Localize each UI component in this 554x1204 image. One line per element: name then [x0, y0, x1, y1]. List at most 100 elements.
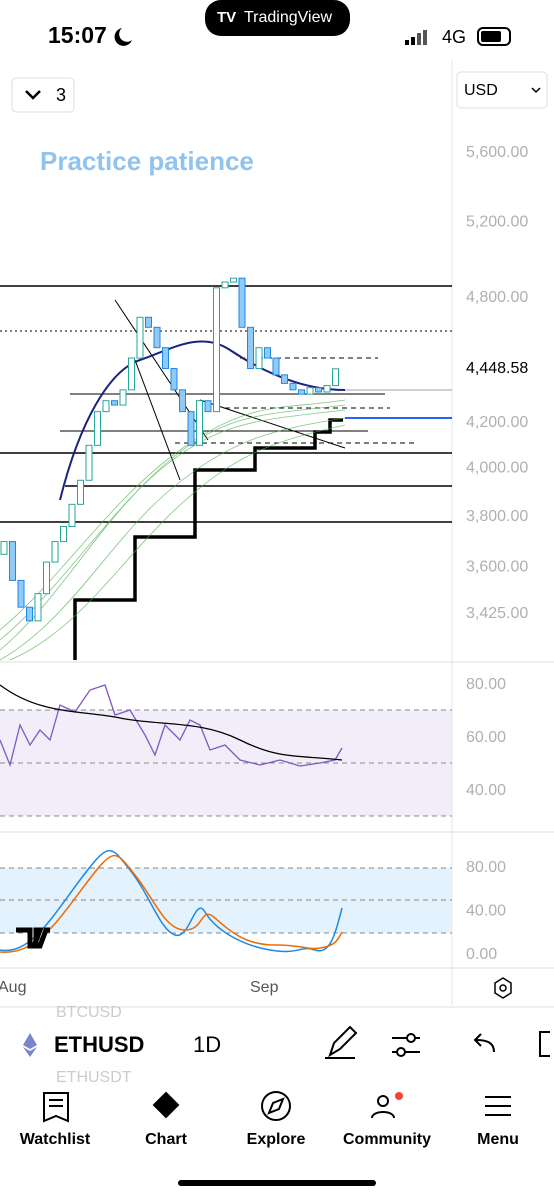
signal-icon	[405, 30, 427, 45]
candles	[0, 277, 339, 622]
price-tick-label: 4,000.00	[466, 460, 528, 477]
candle	[221, 281, 229, 289]
settings-icon-center	[499, 984, 507, 992]
stoch-tick-label: 80.00	[466, 859, 506, 876]
candle	[306, 387, 314, 395]
tab-label[interactable]: Chart	[145, 1131, 187, 1148]
stoch-d	[0, 854, 343, 953]
candle	[323, 385, 331, 393]
candle	[26, 606, 33, 622]
price-tick-label: 3,600.00	[466, 558, 528, 575]
candle	[153, 326, 161, 349]
indicators-icon[interactable]	[392, 1033, 420, 1057]
rsi-line	[0, 684, 343, 768]
rsi-tick-label: 80.00	[466, 676, 506, 693]
ribbon	[0, 399, 346, 661]
candle	[145, 316, 152, 328]
candle	[85, 444, 93, 481]
moon-icon	[114, 28, 132, 46]
tv-watermark	[16, 927, 50, 949]
candle	[255, 347, 263, 370]
tab-bar: Watchlist Chart Explore Community Menu	[20, 1131, 519, 1148]
ma-line	[59, 340, 346, 501]
candle	[196, 400, 203, 446]
app-name: TradingView	[244, 9, 332, 26]
annotation: Practice patience	[40, 146, 254, 176]
candle	[119, 389, 127, 406]
candle	[17, 579, 25, 608]
tab-label[interactable]: Community	[343, 1131, 431, 1148]
candle	[332, 368, 339, 387]
currency-button[interactable]	[456, 71, 548, 109]
network: 4G	[442, 27, 466, 47]
chevron	[25, 90, 41, 100]
layout-count: 3	[56, 85, 66, 105]
stoch-tick-label: 0.00	[466, 946, 497, 963]
price-tick-label: 3,800.00	[466, 508, 528, 525]
candle	[315, 387, 322, 393]
tab-label[interactable]: Menu	[477, 1131, 519, 1148]
candle	[51, 541, 59, 563]
currency: USD	[464, 82, 498, 99]
candle	[298, 389, 305, 395]
symbol-faded: ETHUSDT	[56, 1069, 132, 1086]
candle	[0, 541, 8, 555]
chevron	[531, 87, 541, 94]
price-tick-label: 5,600.00	[466, 144, 528, 161]
price-tick-label: 4,200.00	[466, 414, 528, 431]
tv-logo: TV	[217, 9, 236, 26]
tab-label[interactable]: Explore	[247, 1131, 306, 1148]
candle	[170, 368, 178, 391]
settings-icon[interactable]	[494, 977, 512, 999]
candle	[136, 316, 144, 359]
stoch-tick-label: 40.00	[466, 903, 506, 920]
time-label: Sep	[250, 979, 279, 996]
undo-icon[interactable]	[473, 1033, 495, 1053]
eth-icon	[23, 1033, 37, 1057]
candle	[34, 593, 42, 622]
candle	[272, 357, 280, 376]
candle	[128, 357, 135, 391]
candle	[281, 374, 288, 384]
rsi-tick-label: 40.00	[466, 782, 506, 799]
more-icon[interactable]	[539, 1031, 550, 1057]
candle	[77, 479, 84, 505]
rsi-levels	[0, 709, 452, 817]
candle	[289, 382, 297, 391]
candle	[230, 277, 237, 283]
candle	[60, 526, 67, 543]
candle	[9, 541, 16, 581]
layout-button[interactable]	[11, 77, 75, 113]
candle	[238, 277, 246, 328]
interval[interactable]: 1D	[193, 1032, 221, 1057]
battery-level	[481, 31, 501, 42]
price-tick-label: 4,800.00	[466, 289, 528, 306]
price-tick-label: 5,200.00	[466, 214, 528, 231]
candle	[43, 561, 50, 595]
tab-label[interactable]: Watchlist	[20, 1131, 91, 1148]
candle	[102, 400, 110, 413]
candle	[68, 503, 76, 528]
rsi-tick-label: 60.00	[466, 729, 506, 746]
last-price-bg	[460, 355, 554, 381]
tab-icons	[43, 1091, 511, 1123]
draw-icon[interactable]	[325, 1025, 358, 1059]
rsi-ma	[0, 684, 343, 761]
clock: 15:07	[48, 22, 107, 48]
symbol[interactable]: ETHUSD	[54, 1032, 144, 1057]
home-indicator	[178, 1180, 376, 1186]
candle	[213, 287, 220, 413]
last-price: 4,448.58	[466, 360, 528, 377]
candle	[94, 411, 101, 446]
candle	[264, 347, 271, 359]
price-tick-label: 3,425.00	[466, 605, 528, 622]
battery	[477, 27, 511, 46]
symbol-faded: BTCUSD	[56, 1004, 122, 1021]
candle	[111, 400, 118, 406]
candle	[162, 347, 169, 370]
candle	[247, 326, 254, 370]
time-label: Aug	[0, 979, 26, 996]
notch	[205, 0, 350, 36]
candle	[179, 389, 186, 413]
